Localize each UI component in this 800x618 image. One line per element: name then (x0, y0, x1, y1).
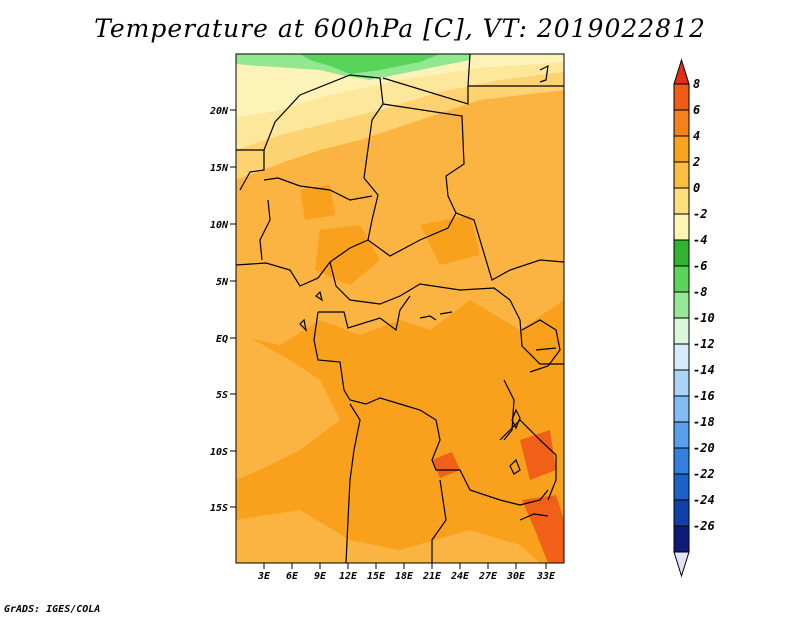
lat-label-20n: 20N (209, 106, 229, 117)
lat-label-15n: 15N (210, 163, 229, 174)
colorbar-swatch (673, 343, 690, 371)
colorbar-label: -22 (693, 467, 715, 481)
lat-label-5n: 5N (216, 277, 229, 288)
colorbar-label: 4 (693, 129, 700, 143)
lon-axis (263, 563, 547, 569)
lat-label-5s: 5S (216, 390, 228, 401)
lat-label-10s: 10S (210, 447, 228, 458)
lon-label-3e: 3E (257, 571, 271, 582)
colorbar-swatch (673, 499, 690, 527)
lon-labels: 3E 6E 9E 12E 15E 18E 21E 24E 27E 30E 33E (257, 571, 556, 582)
field-warm-patch-2 (420, 215, 480, 265)
colorbar-swatch (673, 291, 690, 319)
colorbar-label: -12 (693, 337, 715, 351)
colorbar-swatch (673, 525, 690, 553)
colorbar-swatch (673, 369, 690, 397)
colorbar-swatch (673, 473, 690, 501)
lon-label-24e: 24E (450, 571, 470, 582)
field-mid-west (236, 330, 340, 480)
field-mid-south (236, 510, 540, 563)
colorbar-label: -4 (693, 233, 707, 247)
lon-label-9e: 9E (314, 571, 327, 582)
colorbar-label: -20 (693, 441, 715, 455)
field-warm-patch-3 (300, 185, 335, 220)
field-green-core (300, 54, 440, 74)
lat-label-10n: 10N (210, 220, 229, 231)
colorbar-label: -24 (693, 493, 715, 507)
colorbar-label: 6 (693, 103, 700, 117)
field-hot-patch-1 (432, 452, 460, 478)
colorbar-swatch (673, 317, 690, 345)
colorbar-label: -16 (693, 389, 715, 403)
colorbar-label: 8 (693, 77, 700, 91)
lon-label-6e: 6E (286, 571, 299, 582)
colorbar-swatch (673, 213, 690, 241)
colorbar-swatch (673, 161, 690, 189)
field-warm-patch-1 (315, 225, 380, 285)
field-hot-patch-2 (520, 430, 556, 480)
colorbar-label: -2 (693, 207, 707, 221)
colorbar-swatch (673, 421, 690, 449)
lon-label-15e: 15E (367, 571, 386, 582)
map-frame (235, 53, 565, 564)
field-hot-patch-3 (522, 495, 564, 563)
colorbar-swatch (673, 83, 690, 111)
colorbar-swatch (673, 109, 690, 137)
lon-label-12e: 12E (339, 571, 358, 582)
country-borders (236, 54, 564, 563)
colorbar-swatch (673, 447, 690, 475)
colorbar-label: -14 (693, 363, 715, 377)
colorbar-label: 0 (693, 181, 700, 195)
lon-label-27e: 27E (478, 571, 498, 582)
lon-label-21e: 21E (422, 571, 442, 582)
lat-axis (230, 109, 236, 508)
lon-label-18e: 18E (395, 571, 414, 582)
lon-label-30e: 30E (506, 571, 526, 582)
lat-label-15s: 15S (210, 503, 228, 514)
chart-title: Temperature at 600hPa [C], VT: 201902281… (94, 14, 706, 43)
colorbar-label: -6 (693, 259, 707, 273)
temperature-field (236, 54, 564, 563)
colorbar-label: -10 (693, 311, 715, 325)
colorbar-swatch (673, 395, 690, 423)
colorbar-label: -18 (693, 415, 715, 429)
colorbar-label: 2 (692, 155, 700, 169)
lat-labels: 20N 15N 10N 5N EQ 5S 10S 15S (209, 106, 229, 514)
colorbar-swatch (673, 239, 690, 267)
colorbar-arrow-bottom (673, 551, 690, 578)
colorbar-swatch (673, 265, 690, 293)
colorbar: 8 6 4 2 0 -2 -4 -6 -8 -10 -12 -14 -16 -18 -20 -22 -24 -26 (673, 58, 715, 578)
colorbar-swatch (673, 187, 690, 215)
colorbar-label: -26 (693, 519, 715, 533)
colorbar-label: -8 (693, 285, 707, 299)
lon-label-33e: 33E (536, 571, 556, 582)
colorbar-swatch (673, 135, 690, 163)
lat-label-eq: EQ (216, 334, 228, 345)
colorbar-arrow-top (673, 58, 690, 85)
field-pale-band (236, 54, 564, 118)
grads-credit: GrADS: IGES/COLA (4, 604, 101, 615)
